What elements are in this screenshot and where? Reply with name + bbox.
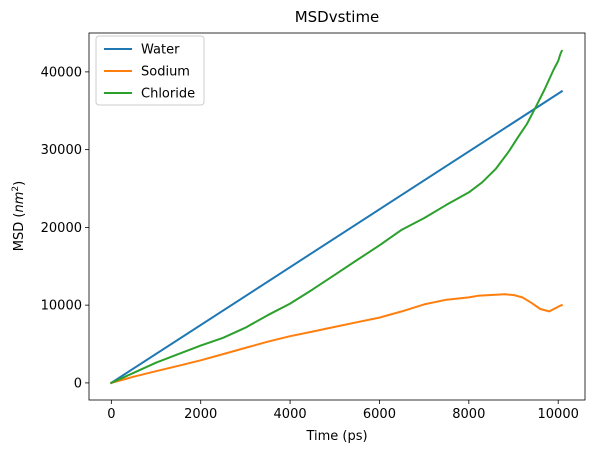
series-lines [109, 49, 564, 385]
x-tick-label: 8000 [452, 407, 485, 422]
y-tick-label: 30000 [41, 143, 82, 158]
x-tick-label: 10000 [538, 407, 579, 422]
series-line-chloride [109, 49, 564, 385]
legend: Water Sodium Chloride [95, 35, 205, 106]
y-axis-label-unit: nm [12, 192, 27, 213]
y-tick-label: 40000 [41, 65, 82, 80]
y-axis-label-suffix: ) [12, 181, 27, 186]
legend-label-chloride: Chloride [141, 87, 195, 102]
x-tick-label: 2000 [184, 407, 217, 422]
y-tick-label: 0 [74, 376, 82, 391]
series-line-water [109, 89, 564, 385]
y-axis-label: MSD (nm2) [11, 181, 27, 251]
legend-label-water: Water [141, 43, 180, 58]
x-tick-label: 4000 [274, 407, 307, 422]
legend-label-sodium: Sodium [141, 65, 190, 80]
y-tick-label: 10000 [41, 299, 82, 314]
y-axis-label-exponent: 2 [11, 186, 21, 192]
x-tick-label: 0 [107, 407, 115, 422]
plot-area-frame [88, 32, 586, 401]
x-axis-ticks: 0 2000 4000 6000 8000 10000 [107, 400, 579, 422]
chart-title: MSDvstime [295, 8, 380, 26]
x-axis-label: Time (ps) [305, 429, 367, 444]
y-tick-label: 20000 [41, 221, 82, 236]
legend-box [95, 35, 205, 106]
y-axis-label-prefix: MSD ( [12, 213, 27, 252]
series-line-sodium [110, 293, 564, 385]
y-axis-ticks: 0 10000 20000 30000 40000 [41, 65, 89, 391]
x-tick-label: 6000 [363, 407, 396, 422]
